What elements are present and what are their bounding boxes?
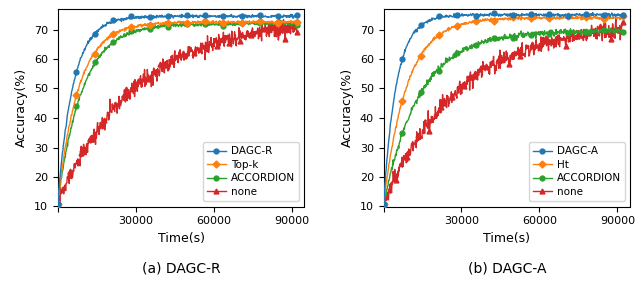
ACCORDION (442, 61, 449, 65)
Ht (521, 16, 529, 20)
Line: ACCORDION: ACCORDION (56, 19, 299, 206)
DAGC-A (488, 13, 496, 16)
Top-k (54, 202, 62, 205)
none (488, 59, 496, 62)
DAGC-R (162, 15, 170, 18)
ACCORDION (607, 26, 615, 30)
DAGC-R (293, 13, 301, 17)
ACCORDION (116, 37, 124, 41)
DAGC-R (116, 18, 124, 22)
Top-k (287, 19, 294, 22)
Line: none: none (56, 17, 299, 207)
Line: Ht: Ht (381, 13, 625, 206)
Y-axis label: Accuracy(%): Accuracy(%) (341, 68, 354, 147)
Ht (518, 14, 525, 17)
none (521, 55, 529, 59)
Top-k (116, 28, 124, 32)
Text: (a) DAGC-R: (a) DAGC-R (141, 262, 220, 276)
Ht (540, 15, 548, 19)
Top-k (195, 20, 202, 24)
ACCORDION (380, 202, 388, 205)
none (380, 202, 388, 205)
DAGC-A (380, 202, 388, 205)
none (214, 41, 221, 44)
DAGC-A (560, 15, 568, 18)
ACCORDION (97, 54, 104, 58)
Legend: DAGC-A, Ht, ACCORDION, none: DAGC-A, Ht, ACCORDION, none (529, 142, 625, 201)
none (381, 203, 389, 206)
DAGC-R (195, 15, 202, 19)
DAGC-A (422, 20, 430, 24)
ACCORDION (214, 22, 221, 26)
Line: Top-k: Top-k (56, 18, 299, 206)
X-axis label: Time(s): Time(s) (157, 232, 205, 245)
none (293, 30, 301, 34)
Ht (560, 16, 568, 19)
Line: none: none (381, 16, 625, 207)
Line: ACCORDION: ACCORDION (381, 25, 625, 206)
ACCORDION (255, 19, 263, 23)
ACCORDION (234, 22, 241, 26)
Ht (619, 14, 627, 18)
Ht (380, 202, 388, 205)
Top-k (234, 19, 241, 22)
none (54, 202, 62, 205)
DAGC-A (540, 13, 547, 17)
Ht (442, 30, 449, 33)
Text: (b) DAGC-A: (b) DAGC-A (468, 262, 546, 276)
ACCORDION (560, 32, 568, 35)
Legend: DAGC-R, Top-k, ACCORDION, none: DAGC-R, Top-k, ACCORDION, none (203, 142, 300, 201)
Line: DAGC-R: DAGC-R (56, 12, 299, 206)
DAGC-A (442, 15, 449, 19)
Top-k (97, 43, 104, 47)
ACCORDION (422, 84, 430, 88)
none (540, 36, 548, 40)
ACCORDION (195, 24, 202, 27)
ACCORDION (521, 34, 529, 37)
none (612, 17, 620, 20)
Top-k (293, 20, 301, 23)
DAGC-R (214, 14, 221, 18)
DAGC-R (234, 14, 241, 18)
none (163, 62, 170, 65)
DAGC-R (97, 27, 104, 30)
X-axis label: Time(s): Time(s) (483, 232, 531, 245)
none (423, 123, 431, 127)
ACCORDION (540, 31, 547, 34)
none (195, 46, 203, 50)
none (619, 20, 627, 24)
none (97, 127, 104, 131)
none (234, 35, 242, 39)
DAGC-A (589, 11, 596, 14)
ACCORDION (488, 37, 496, 41)
ACCORDION (54, 202, 62, 205)
ACCORDION (619, 30, 627, 34)
DAGC-A (619, 14, 627, 17)
Top-k (162, 20, 170, 23)
none (56, 203, 63, 207)
Ht (488, 18, 496, 22)
DAGC-R (287, 12, 294, 16)
none (280, 18, 287, 22)
ACCORDION (293, 24, 301, 27)
ACCORDION (162, 24, 170, 27)
Ht (422, 45, 430, 48)
DAGC-A (521, 14, 529, 17)
Line: DAGC-A: DAGC-A (381, 10, 625, 206)
none (560, 37, 568, 40)
none (116, 99, 124, 102)
DAGC-R (54, 202, 62, 205)
Y-axis label: Accuracy(%): Accuracy(%) (15, 68, 28, 147)
none (442, 101, 449, 104)
Top-k (214, 21, 221, 24)
